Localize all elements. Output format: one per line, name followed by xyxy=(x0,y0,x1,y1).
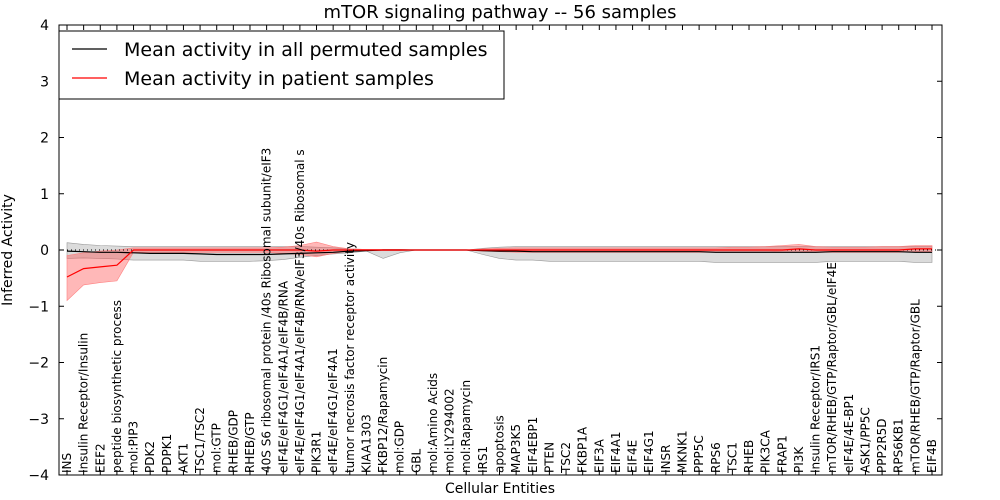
y-tick-label: 1 xyxy=(40,187,49,203)
x-tick-label: MAP3K5 xyxy=(509,424,523,473)
x-tick-label: mol:Amino Acids xyxy=(426,373,440,473)
x-tick-label: mol:GTP xyxy=(210,423,224,473)
x-tick-label: EIF3A xyxy=(592,438,606,473)
x-tick-label: TSC1/TSC2 xyxy=(193,407,207,474)
legend-label-permuted: Mean activity in all permuted samples xyxy=(124,39,487,61)
x-tick-label: TSC2 xyxy=(559,442,573,474)
x-tick-label: PPP2R5D xyxy=(875,418,889,473)
x-tick-label: Insulin Receptor/Insulin xyxy=(77,333,91,473)
x-tick-label: PIK3CA xyxy=(759,429,773,473)
x-tick-labels: INS Insulin Receptor/Insulin EEF2 peptide b… xyxy=(60,148,939,474)
y-tick-label: 0 xyxy=(40,243,49,259)
x-tick-label: PI3K xyxy=(792,446,806,473)
x-tick-label: mol:Rapamycin xyxy=(459,380,473,473)
x-tick-label: ASK1/PP5C xyxy=(859,407,873,473)
x-tick-label: GBL xyxy=(409,448,423,473)
x-tick-label: EIF4B xyxy=(925,439,939,473)
x-tick-label: PDPK1 xyxy=(160,434,174,473)
x-tick-label: RPS6KB1 xyxy=(892,418,906,473)
y-tick-label: −4 xyxy=(28,468,49,484)
x-tick-label: INS xyxy=(60,453,74,473)
x-tick-label: mol:GDP xyxy=(393,421,407,473)
x-tick-label: EIF4E xyxy=(626,440,640,473)
x-tick-label: KIAA1303 xyxy=(359,414,373,473)
x-tick-label: eIF4E/eIF4G1/eIF4A1/eIF4B/RNA xyxy=(276,280,290,473)
x-tick-label: eIF4E/4E-BP1 xyxy=(842,394,856,473)
x-axis-label: Cellular Entities xyxy=(445,481,555,497)
x-tick-label: EEF2 xyxy=(93,443,107,473)
x-tick-label: EIF4EBP1 xyxy=(526,417,540,473)
x-tick-label: RHEB/GDP xyxy=(226,410,240,473)
x-tick-label: RHEB/GTP xyxy=(243,412,257,473)
y-tick-label: −2 xyxy=(28,356,49,372)
y-tick-label: 3 xyxy=(40,74,49,90)
y-axis-label: Inferred Activity xyxy=(0,194,16,306)
y-tick-label: −1 xyxy=(28,299,49,315)
x-tick-label: FKBP12/Rapamycin xyxy=(376,357,390,473)
x-tick-label: FKBP1A xyxy=(576,426,590,473)
x-tick-label: RPS6 xyxy=(709,442,723,473)
x-tick-label: TSC1 xyxy=(725,442,739,474)
x-tick-label: mTOR/RHEB/GTP/Raptor/GBL/eIF4E xyxy=(825,262,839,473)
x-tick-label: AKT1 xyxy=(176,443,190,473)
x-tick-label: MKNK1 xyxy=(676,430,690,473)
x-tick-label: mol:LY294002 xyxy=(443,388,457,473)
axis-ticks: 4 3 2 1 0 −1 −2 −3 −4 xyxy=(28,18,942,484)
y-tick-label: −3 xyxy=(28,412,49,428)
x-tick-label: eIF4E/eIF4G1/eIF4A1/eIF4B/RNA/eIF3/40s R… xyxy=(293,149,307,473)
x-tick-label: Insulin Receptor/IRS1 xyxy=(809,345,823,473)
x-tick-label: apoptosis xyxy=(493,415,507,473)
x-tick-label: EIF4A1 xyxy=(609,431,623,473)
x-tick-label: peptide biosynthetic process xyxy=(110,300,124,473)
y-tick-label: 4 xyxy=(40,18,49,34)
x-tick-label: PPP5C xyxy=(692,435,706,473)
x-tick-label: PDK2 xyxy=(143,441,157,473)
x-tick-label: eIF4E/eIF4G1/eIF4A1 xyxy=(326,348,340,473)
x-tick-label: mol:PIP3 xyxy=(127,421,141,473)
x-tick-label: RHEB xyxy=(742,440,756,473)
y-tick-label: 2 xyxy=(40,131,49,147)
legend: Mean activity in all permuted samples Me… xyxy=(58,30,505,100)
x-tick-label: tumor necrosis factor receptor activity xyxy=(343,242,357,473)
legend-label-patient: Mean activity in patient samples xyxy=(124,68,434,90)
plot-frame xyxy=(58,24,943,476)
x-tick-label: INSR xyxy=(659,444,673,472)
x-tick-label: mTOR/RHEB/GTP/Raptor/GBL xyxy=(908,299,922,473)
x-tick-label: PTEN xyxy=(542,442,556,473)
series-lines xyxy=(59,248,942,278)
series-line-patient xyxy=(66,248,932,278)
x-tick-label: 40S S6 ribosomal protein /40s Ribosomal … xyxy=(260,148,274,473)
legend-frame xyxy=(58,30,505,100)
x-tick-label: EIF4G1 xyxy=(642,430,656,473)
series-line-permuted xyxy=(66,249,932,256)
x-tick-label: FRAP1 xyxy=(775,435,789,473)
x-tick-label: PIK3R1 xyxy=(310,431,324,473)
chart-title: mTOR signaling pathway -- 56 samples xyxy=(324,2,677,23)
x-tick-label: IRS1 xyxy=(476,446,490,473)
